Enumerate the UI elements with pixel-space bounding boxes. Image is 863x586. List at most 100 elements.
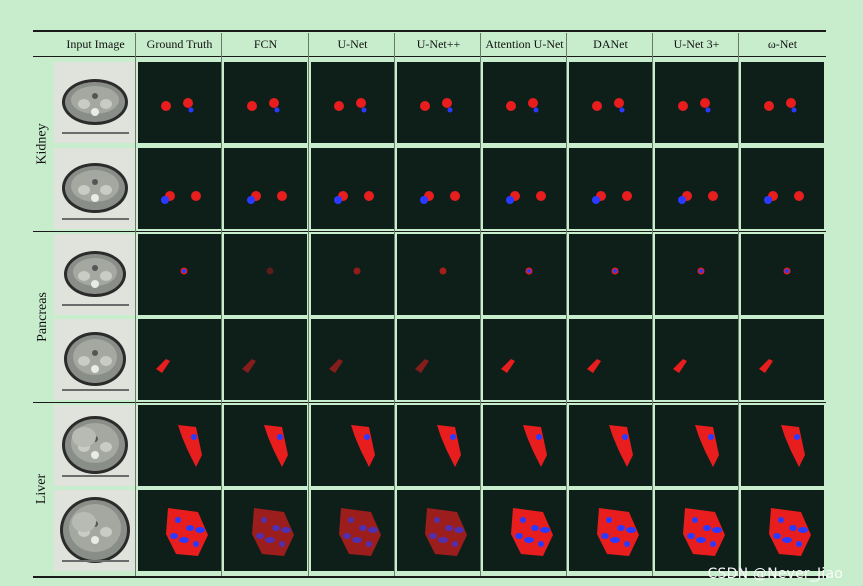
column-separator bbox=[652, 33, 653, 576]
segmentation-mask-graphic bbox=[781, 425, 805, 467]
segmentation-mask-graphic bbox=[329, 359, 343, 373]
segmentation-mask-graphic bbox=[764, 98, 797, 113]
segmentation-mask-graphic bbox=[425, 508, 467, 556]
table-bottom-rule bbox=[33, 576, 826, 578]
segmentation-mask-graphic bbox=[264, 425, 288, 467]
segmentation-result-image bbox=[397, 234, 480, 315]
segmentation-mask-graphic bbox=[783, 267, 791, 275]
segmentation-result-image bbox=[397, 148, 480, 229]
row-label-liver: Liver bbox=[33, 405, 52, 573]
segmentation-mask-graphic bbox=[242, 359, 256, 373]
segmentation-result-image bbox=[569, 148, 652, 229]
segmentation-result-image bbox=[311, 148, 394, 229]
segmentation-result-image bbox=[569, 234, 652, 315]
input-ct-image bbox=[54, 234, 137, 315]
segmentation-result-image bbox=[569, 405, 652, 486]
segmentation-mask-graphic bbox=[525, 267, 533, 275]
row-label-pancreas: Pancreas bbox=[33, 234, 52, 400]
row-label-kidney: Kidney bbox=[33, 60, 52, 228]
segmentation-mask-graphic bbox=[587, 359, 601, 373]
column-header-7: U-Net 3+ bbox=[673, 36, 720, 51]
segmentation-result-image bbox=[311, 405, 394, 486]
segmentation-mask-graphic bbox=[420, 191, 460, 204]
segmentation-result-image bbox=[224, 234, 307, 315]
segmentation-mask-graphic bbox=[178, 425, 202, 467]
input-ct-image bbox=[54, 62, 137, 143]
segmentation-result-image bbox=[397, 319, 480, 400]
segmentation-mask-graphic bbox=[439, 267, 447, 275]
segmentation-mask-graphic bbox=[611, 267, 619, 275]
segmentation-result-image bbox=[741, 62, 824, 143]
segmentation-result-image bbox=[224, 319, 307, 400]
input-ct-image bbox=[54, 490, 137, 571]
column-separator bbox=[308, 33, 309, 576]
segmentation-mask-graphic bbox=[339, 508, 381, 556]
segmentation-result-image bbox=[138, 490, 221, 571]
segmentation-mask-graphic bbox=[597, 508, 639, 556]
segmentation-mask-graphic bbox=[764, 191, 804, 204]
column-header-6: DANet bbox=[593, 36, 628, 51]
segmentation-mask-graphic bbox=[334, 98, 367, 113]
segmentation-result-image bbox=[655, 148, 738, 229]
input-ct-image bbox=[54, 148, 137, 229]
segmentation-result-image bbox=[569, 319, 652, 400]
segmentation-mask-graphic bbox=[351, 425, 375, 467]
table-top-rule bbox=[33, 30, 826, 32]
segmentation-mask-graphic bbox=[247, 98, 280, 113]
segmentation-result-image bbox=[741, 234, 824, 315]
segmentation-result-image bbox=[483, 319, 566, 400]
segmentation-mask-graphic bbox=[156, 359, 170, 373]
row-label-kidney-text: Kidney bbox=[34, 123, 50, 165]
segmentation-result-image bbox=[741, 319, 824, 400]
segmentation-result-image bbox=[483, 234, 566, 315]
segmentation-result-image bbox=[224, 62, 307, 143]
segmentation-mask-graphic bbox=[166, 508, 208, 556]
segmentation-mask-graphic bbox=[678, 98, 711, 113]
segmentation-result-image bbox=[741, 405, 824, 486]
segmentation-mask-graphic bbox=[353, 267, 361, 275]
segmentation-mask-graphic bbox=[161, 98, 194, 113]
column-separator bbox=[566, 33, 567, 576]
segmentation-mask-graphic bbox=[161, 191, 201, 204]
segmentation-result-image bbox=[397, 490, 480, 571]
segmentation-mask-graphic bbox=[678, 191, 718, 204]
segmentation-mask-graphic bbox=[697, 267, 705, 275]
ct-scan-graphic bbox=[54, 62, 137, 143]
segmentation-result-image bbox=[741, 490, 824, 571]
segmentation-mask-graphic bbox=[592, 191, 632, 204]
watermark: CSDN @Never_Jiao bbox=[707, 566, 843, 582]
segmentation-mask-graphic bbox=[673, 359, 687, 373]
input-ct-image bbox=[54, 319, 137, 400]
row-label-pancreas-text: Pancreas bbox=[34, 292, 50, 342]
segmentation-result-image bbox=[483, 405, 566, 486]
segmentation-mask-graphic bbox=[334, 191, 374, 204]
ct-scan-graphic bbox=[54, 319, 137, 400]
segmentation-mask-graphic bbox=[252, 508, 294, 556]
segmentation-result-image bbox=[741, 148, 824, 229]
segmentation-mask-graphic bbox=[501, 359, 515, 373]
segmentation-mask-graphic bbox=[506, 98, 539, 113]
segmentation-result-image bbox=[655, 62, 738, 143]
segmentation-result-image bbox=[224, 490, 307, 571]
column-header-4: U-Net++ bbox=[416, 36, 461, 51]
segmentation-result-image bbox=[483, 490, 566, 571]
ct-scan-graphic bbox=[54, 148, 137, 229]
segmentation-result-image bbox=[224, 148, 307, 229]
column-header-3: U-Net bbox=[337, 36, 368, 51]
segmentation-result-image bbox=[138, 234, 221, 315]
group-divider-2 bbox=[33, 402, 826, 403]
segmentation-mask-graphic bbox=[437, 425, 461, 467]
segmentation-mask-graphic bbox=[592, 98, 625, 113]
segmentation-result-image bbox=[569, 490, 652, 571]
segmentation-result-image bbox=[311, 490, 394, 571]
segmentation-mask-graphic bbox=[420, 98, 453, 113]
segmentation-mask-graphic bbox=[769, 508, 811, 556]
segmentation-mask-graphic bbox=[415, 359, 429, 373]
input-ct-image bbox=[54, 405, 137, 486]
segmentation-result-image bbox=[138, 405, 221, 486]
segmentation-mask-graphic bbox=[695, 425, 719, 467]
segmentation-mask-graphic bbox=[609, 425, 633, 467]
segmentation-result-image bbox=[483, 148, 566, 229]
segmentation-result-image bbox=[655, 234, 738, 315]
segmentation-mask-graphic bbox=[247, 191, 287, 204]
